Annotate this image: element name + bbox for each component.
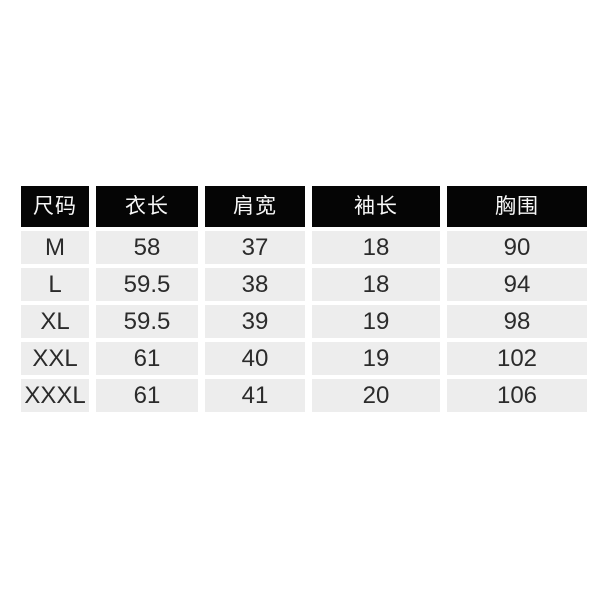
table-cell: 19 (312, 342, 440, 375)
table-cell: 40 (205, 342, 305, 375)
table-cell: 98 (447, 305, 587, 338)
size-label-cell: XL (21, 305, 89, 338)
table-cell: 19 (312, 305, 440, 338)
size-label-cell: XXL (21, 342, 89, 375)
table-cell: 39 (205, 305, 305, 338)
table-cell: 59.5 (96, 268, 198, 301)
table-cell: 94 (447, 268, 587, 301)
table-cell: 106 (447, 379, 587, 412)
table-cell: 18 (312, 231, 440, 264)
table-cell: 90 (447, 231, 587, 264)
column-header-bust: 胸围 (447, 186, 587, 227)
column-header-sleeve: 袖长 (312, 186, 440, 227)
table-cell: 58 (96, 231, 198, 264)
column-header-size: 尺码 (21, 186, 89, 227)
table-cell: 61 (96, 379, 198, 412)
table-cell: 20 (312, 379, 440, 412)
size-chart-table: 尺码 衣长 肩宽 袖长 胸围 M 58 37 18 90 L 59.5 38 1… (21, 186, 587, 412)
column-header-shoulder: 肩宽 (205, 186, 305, 227)
size-label-cell: M (21, 231, 89, 264)
table-cell: 61 (96, 342, 198, 375)
table-cell: 41 (205, 379, 305, 412)
column-header-length: 衣长 (96, 186, 198, 227)
table-cell: 18 (312, 268, 440, 301)
table-cell: 38 (205, 268, 305, 301)
table-cell: 59.5 (96, 305, 198, 338)
table-cell: 102 (447, 342, 587, 375)
size-label-cell: XXXL (21, 379, 89, 412)
table-cell: 37 (205, 231, 305, 264)
size-label-cell: L (21, 268, 89, 301)
